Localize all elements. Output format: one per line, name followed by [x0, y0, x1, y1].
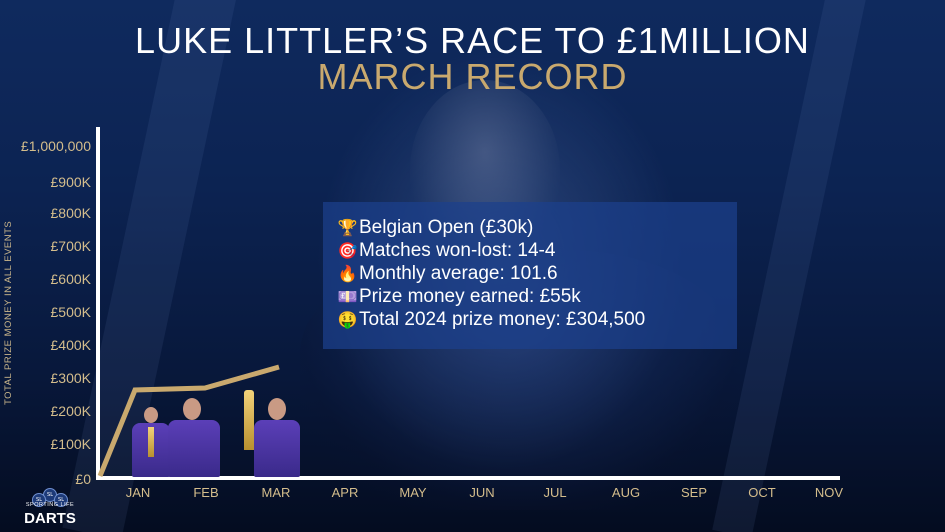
player-photo-jan: [130, 405, 172, 477]
y-tick-label: £100K: [50, 436, 91, 452]
dartboard-icon: 🎯: [337, 242, 358, 260]
y-tick-label: £900K: [50, 174, 91, 190]
logo-badge: SL: [32, 493, 46, 507]
prize-money-line: [97, 364, 280, 477]
pound-banknote-icon: 💷: [337, 288, 358, 306]
x-tick-label: APR: [331, 485, 359, 500]
y-tick-label: £300K: [50, 370, 91, 386]
x-axis-line: [96, 476, 840, 480]
y-tick-label: £500K: [50, 304, 91, 320]
march-stats-box: 🏆 Belgian Open (£30k) 🎯 Matches won-lost…: [323, 202, 737, 349]
fire-icon: 🔥: [337, 265, 358, 283]
stat-prize-money-earned: 💷 Prize money earned: £55k: [337, 285, 725, 308]
y-tick-label: £600K: [50, 271, 91, 287]
player-photo-feb: [150, 396, 230, 477]
stat-tournament-win: 🏆 Belgian Open (£30k): [337, 216, 725, 239]
page-title: LUKE LITTLER’S RACE TO £1MILLION: [135, 20, 810, 61]
stat-monthly-average: 🔥 Monthly average: 101.6: [337, 262, 725, 285]
trophy-icon: 🏆: [337, 219, 358, 237]
x-tick-label: JUL: [543, 485, 567, 500]
stat-text: Matches won-lost: 14-4: [359, 239, 556, 261]
logo-brand-small: SPORTING LIFE: [25, 502, 75, 508]
x-tick-label: MAR: [261, 485, 291, 500]
y-tick-label: £700K: [50, 238, 91, 254]
x-tick-label: OCT: [748, 485, 776, 500]
x-tick-label: MAY: [399, 485, 427, 500]
stat-matches-won-lost: 🎯 Matches won-lost: 14-4: [337, 239, 725, 262]
y-tick-label: £200K: [50, 403, 91, 419]
y-axis-line: [96, 127, 100, 480]
y-tick-label: £1,000,000: [20, 138, 91, 154]
page-subtitle: MARCH RECORD: [317, 56, 628, 97]
stat-text: Total 2024 prize money: £304,500: [359, 308, 646, 330]
x-tick-label: NOV: [814, 485, 844, 500]
y-tick-label: £0: [75, 471, 91, 487]
x-tick-label: JAN: [125, 485, 151, 500]
trophy-icon: [148, 427, 154, 457]
x-tick-label: AUG: [611, 485, 641, 500]
x-tick-label: JUN: [469, 485, 495, 500]
trophy-icon: [244, 390, 254, 450]
x-tick-label: FEB: [193, 485, 219, 500]
y-tick-label: £800K: [50, 205, 91, 221]
stat-text: Monthly average: 101.6: [359, 262, 558, 284]
stat-text: Belgian Open (£30k): [359, 216, 534, 238]
logo-brand-large: DARTS: [24, 510, 76, 527]
logo-badge: SL: [54, 493, 68, 507]
sporting-life-darts-logo: SL SL SL SPORTING LIFE DARTS: [14, 488, 86, 532]
money-mouth-face-icon: 🤑: [337, 311, 358, 329]
x-tick-label: SEP: [680, 485, 708, 500]
player-photo-mar: [240, 390, 300, 477]
stat-text: Prize money earned: £55k: [359, 285, 581, 307]
y-tick-label: £400K: [50, 337, 91, 353]
stat-total-prize-money: 🤑 Total 2024 prize money: £304,500: [337, 308, 725, 331]
